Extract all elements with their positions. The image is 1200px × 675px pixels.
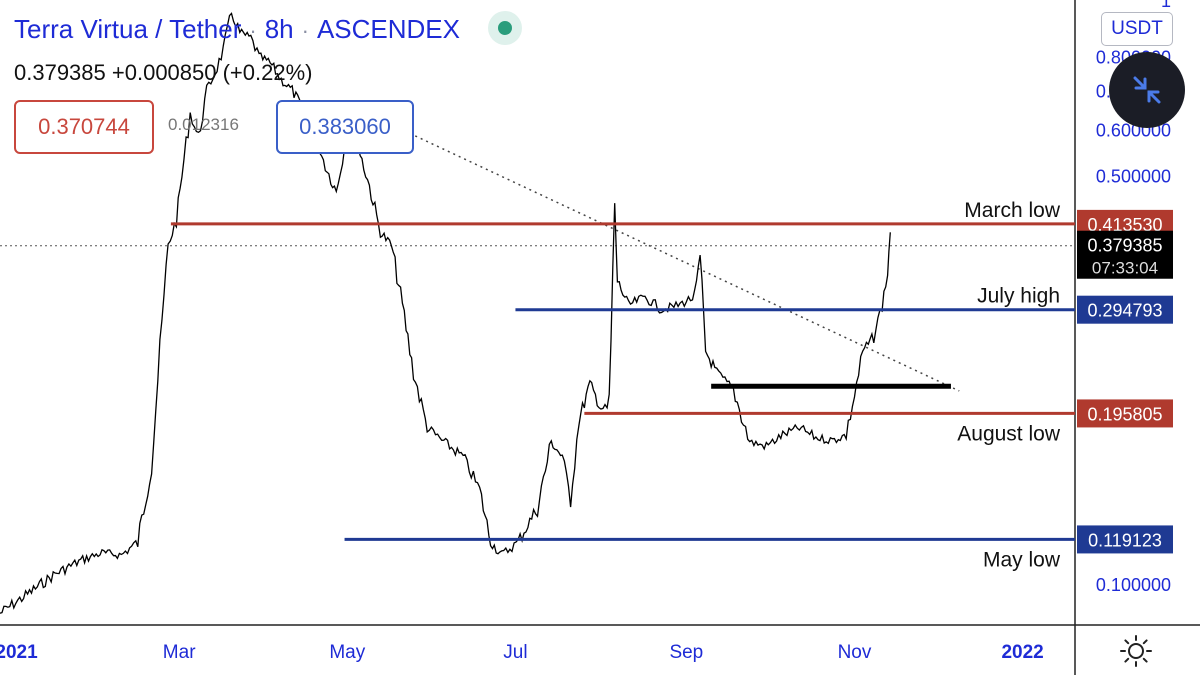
x-tick-label: Mar bbox=[163, 642, 196, 663]
exchange-name: ASCENDEX bbox=[316, 14, 460, 44]
y-tick-label: 1 bbox=[1161, 0, 1171, 11]
descending-trendline bbox=[349, 104, 960, 392]
price-series-line bbox=[0, 12, 891, 614]
price-change: +0.000850 (+0.22%) bbox=[111, 60, 313, 85]
x-tick-label: May bbox=[329, 642, 365, 663]
price-change-row: 0.379385 +0.000850 (+0.22%) bbox=[14, 60, 313, 86]
level-price-text: 0.195805 bbox=[1087, 404, 1162, 424]
x-tick-label: 2022 bbox=[1001, 642, 1043, 663]
y-tick-label: 0.100000 bbox=[1096, 575, 1171, 595]
level-price-badge bbox=[1077, 399, 1173, 428]
level-label: May low bbox=[983, 548, 1061, 571]
level-label: August low bbox=[957, 422, 1061, 445]
collapse-button[interactable] bbox=[1109, 52, 1185, 128]
live-dot-icon bbox=[488, 11, 522, 46]
last-price: 0.379385 bbox=[14, 60, 106, 85]
buy-price-box[interactable]: 0.383060 bbox=[276, 100, 414, 154]
y-tick-label: 0.500000 bbox=[1096, 167, 1171, 187]
level-price-text: 0.413530 bbox=[1087, 215, 1162, 235]
x-tick-label: 2021 bbox=[0, 642, 38, 663]
spread-value: 0.012316 bbox=[168, 115, 239, 134]
bar-countdown-text: 07:33:04 bbox=[1092, 259, 1158, 278]
current-price-text: 0.379385 bbox=[1087, 236, 1162, 256]
x-tick-label: Sep bbox=[669, 642, 703, 663]
x-tick-label: Nov bbox=[838, 642, 872, 663]
level-price-text: 0.294793 bbox=[1087, 301, 1162, 321]
collapse-arrows-icon bbox=[1133, 76, 1161, 104]
sun-gear-icon bbox=[1120, 635, 1152, 667]
interval-label[interactable]: 8h bbox=[264, 14, 294, 44]
current-price-badge bbox=[1077, 230, 1173, 279]
sell-price-box[interactable]: 0.370744 bbox=[14, 100, 154, 154]
chart-title: Terra Virtua / Tether · 8h · ASCENDEX bbox=[14, 11, 522, 48]
level-price-text: 0.119123 bbox=[1088, 530, 1162, 550]
chart-settings-button[interactable] bbox=[1118, 633, 1154, 669]
level-price-badge bbox=[1077, 525, 1173, 554]
level-price-badge bbox=[1077, 295, 1173, 324]
level-label: March low bbox=[964, 199, 1061, 222]
pair-name: Terra Virtua / Tether bbox=[14, 14, 242, 44]
x-tick-label: Jul bbox=[503, 642, 527, 663]
level-label: July high bbox=[977, 285, 1060, 308]
currency-button[interactable]: USDT bbox=[1101, 12, 1173, 46]
